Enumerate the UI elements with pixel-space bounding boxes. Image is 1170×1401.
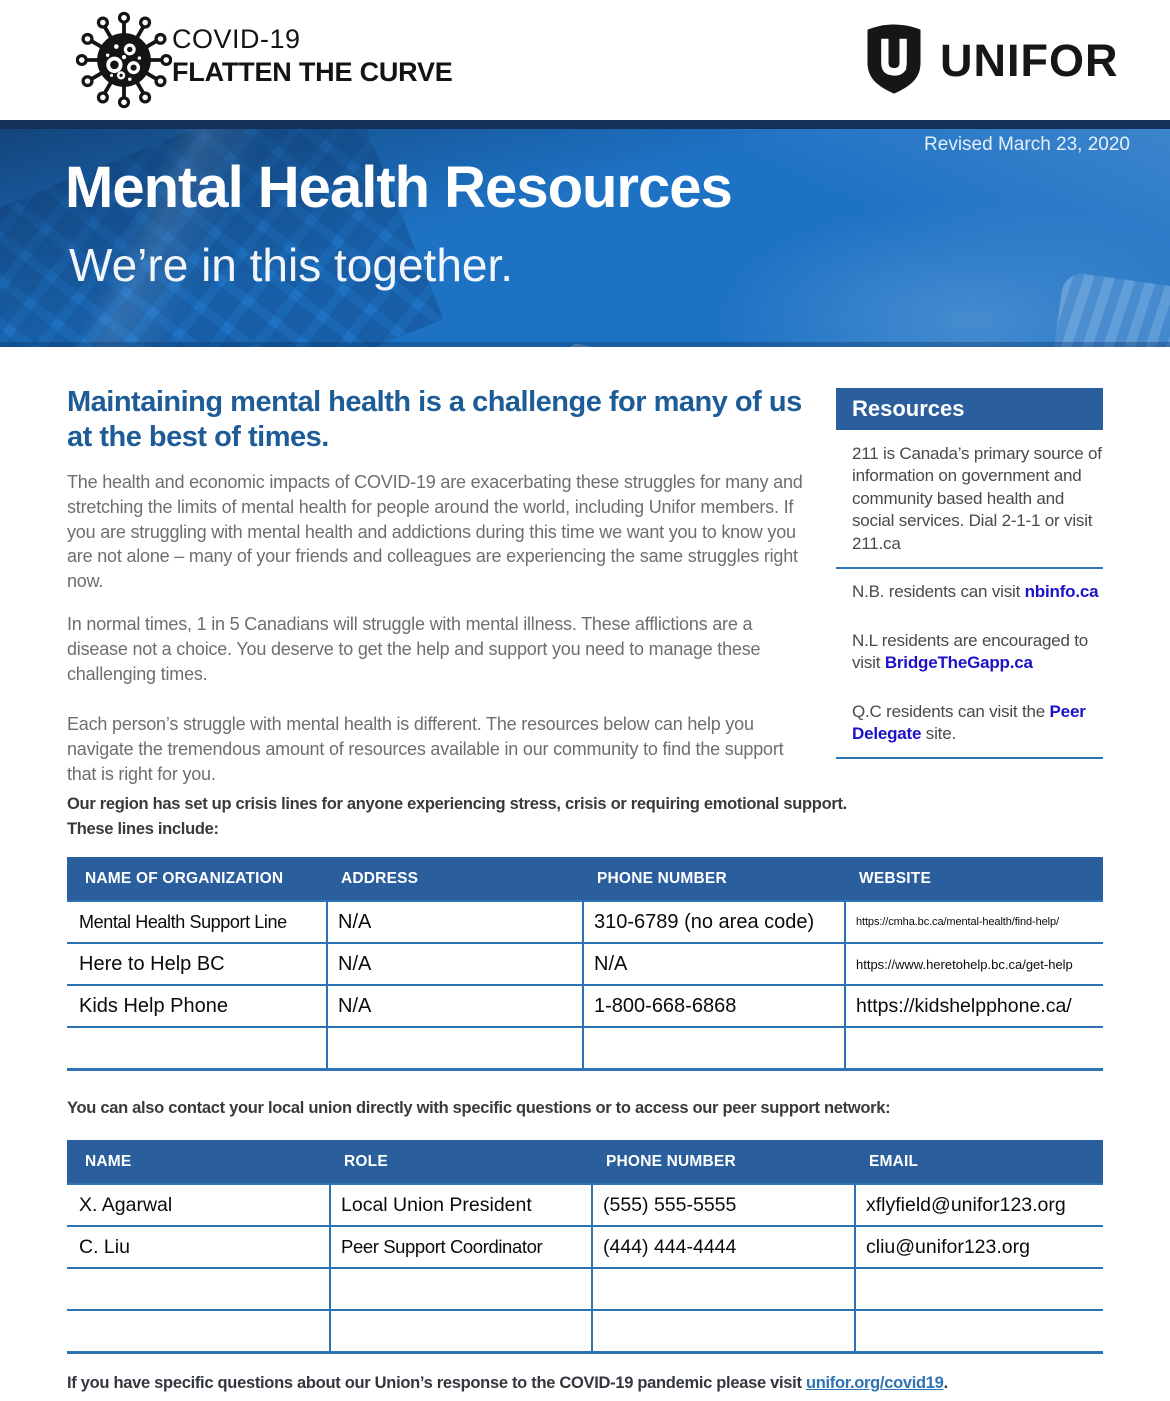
unifor-wordmark: UNIFOR (940, 35, 1119, 86)
banner-photo-streak (0, 120, 702, 347)
website-cell: https://kidshelpphone.ca/ (844, 984, 1103, 1028)
website-cell: https://cmha.bc.ca/mental-health/find-he… (844, 900, 1103, 944)
email-cell: cliu@unifor123.org (854, 1225, 1103, 1269)
role-cell: Peer Support Coordinator (329, 1225, 593, 1269)
page-subtitle: We’re in this together. (69, 239, 514, 291)
email-cell (854, 1309, 1103, 1354)
bridgethegapp-link[interactable]: BridgeTheGapp.ca (884, 653, 1033, 673)
phone-cell: (555) 555-5555 (591, 1183, 856, 1227)
peer-delegate-link[interactable]: Peer Delegate (852, 701, 1086, 743)
crisis-intro-line1: Our region has set up crisis lines for a… (67, 795, 847, 813)
hero-banner: Revised March 23, 2020 Mental Health Res… (0, 120, 1170, 347)
banner-top-strip (0, 120, 1170, 129)
banner-light-overlay (0, 120, 1170, 347)
banner-photo-glow (590, 140, 1170, 347)
phone-cell: N/A (582, 942, 846, 986)
nb-prefix: N.B. residents can visit (852, 582, 1025, 602)
top-header: COVID-19 FLATTEN THE CURVE UNIFOR (0, 0, 1170, 120)
nbinfo-link[interactable]: nbinfo.ca (1024, 582, 1099, 602)
address-cell (326, 1026, 584, 1071)
name-cell: X. Agarwal (67, 1183, 331, 1227)
unifor-shield-icon (867, 24, 921, 94)
org-name-cell (67, 1026, 328, 1071)
address-cell: N/A (326, 984, 584, 1028)
phone-cell: (444) 444-4444 (591, 1225, 856, 1269)
resources-sidebar-title: Resources (836, 388, 1103, 430)
sidebar-divider (836, 567, 1103, 570)
body-paragraph-1: The health and economic impacts of COVID… (67, 472, 803, 592)
resource-nb-text: N.B. residents can visit nbinfo.ca (852, 581, 1103, 603)
footer-note: If you have specific questions about our… (67, 1374, 948, 1393)
table-row-empty (67, 1267, 1103, 1311)
address-cell: N/A (326, 942, 584, 986)
covid-flatten-the-curve-logo: COVID-19 FLATTEN THE CURVE (172, 24, 453, 88)
table-header-row: NAME OF ORGANIZATION ADDRESS PHONE NUMBE… (67, 857, 1103, 901)
table-header-row: NAME ROLE PHONE NUMBER EMAIL (67, 1140, 1103, 1184)
qc-prefix: Q.C residents can visit the (852, 701, 1050, 721)
revised-date: Revised March 23, 2020 (924, 134, 1130, 155)
crisis-intro-line2: These lines include: (67, 820, 219, 838)
footer-text-before: If you have specific questions about our… (67, 1374, 806, 1392)
role-cell: Local Union President (329, 1183, 593, 1227)
column-header: PHONE NUMBER (583, 857, 845, 901)
crisis-lines-table: NAME OF ORGANIZATION ADDRESS PHONE NUMBE… (67, 857, 1103, 1071)
email-cell: xflyfield@unifor123.org (854, 1183, 1103, 1227)
table-row: Here to Help BC N/A N/A https://www.here… (67, 942, 1103, 986)
website-cell (844, 1026, 1103, 1071)
table-row: Mental Health Support Line N/A 310-6789 … (67, 900, 1103, 944)
table-row: X. Agarwal Local Union President (555) 5… (67, 1183, 1103, 1227)
column-header: PHONE NUMBER (592, 1140, 855, 1184)
flatten-the-curve-label: FLATTEN THE CURVE (172, 57, 453, 87)
table-row-empty (67, 1026, 1103, 1071)
website-cell: https://www.heretohelp.bc.ca/get-help (844, 942, 1103, 986)
name-cell: C. Liu (67, 1225, 331, 1269)
sidebar-spacer (852, 604, 1103, 630)
org-name-cell: Kids Help Phone (67, 984, 328, 1028)
email-cell (854, 1267, 1103, 1311)
body-paragraph-2: In normal times, 1 in 5 Canadians will s… (67, 614, 761, 684)
phone-cell: 310-6789 (no area code) (582, 900, 846, 944)
coronavirus-icon (76, 11, 172, 109)
phone-cell: 1-800-668-6868 (582, 984, 846, 1028)
address-cell: N/A (326, 900, 584, 944)
role-cell (329, 1267, 593, 1311)
resource-qc-text: Q.C residents can visit the Peer Delegat… (852, 701, 1103, 746)
unifor-logo: UNIFOR (862, 20, 1119, 96)
nl-prefix: N.L residents are encouraged to visit (852, 630, 1089, 673)
sidebar-divider (836, 757, 1103, 760)
phone-cell (591, 1267, 856, 1311)
name-cell (67, 1267, 331, 1311)
banner-bottom-strip (0, 342, 1170, 347)
union-intro: You can also contact your local union di… (67, 1099, 891, 1117)
column-header: ROLE (330, 1140, 592, 1184)
org-name-cell: Here to Help BC (67, 942, 328, 986)
table-row-empty (67, 1309, 1103, 1354)
union-contacts-table: NAME ROLE PHONE NUMBER EMAIL X. Agarwal … (67, 1140, 1103, 1354)
column-header: NAME (67, 1140, 330, 1184)
column-header: WEBSITE (845, 857, 1103, 901)
resource-211-text: 211 is Canada’s primary source of inform… (852, 444, 1102, 553)
phone-cell (582, 1026, 846, 1071)
phone-cell (591, 1309, 856, 1354)
table-row: C. Liu Peer Support Coordinator (444) 44… (67, 1225, 1103, 1269)
footer-text-after: . (943, 1374, 949, 1392)
resource-nl-text: N.L residents are encouraged to visit Br… (852, 630, 1103, 675)
covid-19-label: COVID-19 (172, 24, 301, 54)
column-header: NAME OF ORGANIZATION (67, 857, 327, 901)
column-header: EMAIL (855, 1140, 1103, 1184)
name-cell (67, 1309, 331, 1354)
page-title: Mental Health Resources (65, 155, 733, 220)
body-paragraph-3: Each person’s struggle with mental healt… (67, 714, 784, 784)
resources-sidebar: Resources 211 is Canada’s primary source… (836, 388, 1103, 771)
section-heading: Maintaining mental health is a challenge… (67, 386, 802, 454)
sidebar-spacer (852, 675, 1103, 701)
unifor-covid19-link[interactable]: unifor.org/covid19 (805, 1374, 944, 1392)
column-header: ADDRESS (327, 857, 583, 901)
role-cell (329, 1309, 593, 1354)
table-row: Kids Help Phone N/A 1-800-668-6868 https… (67, 984, 1103, 1028)
org-name-cell: Mental Health Support Line (67, 900, 328, 944)
qc-suffix: site. (921, 723, 956, 743)
banner-dark-overlay (0, 120, 1170, 347)
